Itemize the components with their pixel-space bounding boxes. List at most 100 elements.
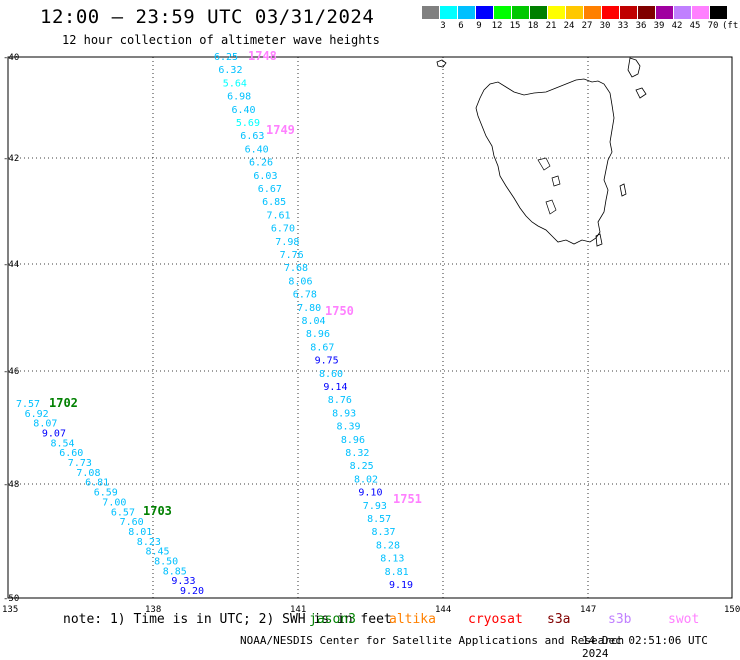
map-title: 12:00 – 23:59 UTC 03/31/2024 <box>40 6 375 28</box>
map-frame <box>7 56 733 599</box>
wave-height-value: 8.81 <box>385 567 409 578</box>
legend-swatch <box>674 6 691 19</box>
legend-swatch <box>530 6 547 19</box>
legend-swatch <box>638 6 655 19</box>
wave-height-value: 7.61 <box>267 210 291 221</box>
wave-height-value: 8.01 <box>128 527 152 538</box>
wave-height-value: 8.39 <box>337 422 361 433</box>
wave-height-value: 8.93 <box>332 408 356 419</box>
wave-height-value: 8.85 <box>163 566 187 577</box>
graticule-grid <box>8 57 732 598</box>
wave-height-value: 8.28 <box>376 540 400 551</box>
tasmania-coastline <box>475 78 615 245</box>
wave-height-value: 8.06 <box>288 276 312 287</box>
wave-height-value: 6.81 <box>85 478 109 489</box>
satellite-name: altika <box>389 612 436 627</box>
legend-label: 24 <box>563 21 575 31</box>
wave-height-value: 6.57 <box>111 507 135 518</box>
wave-height-value: 7.57 <box>16 399 40 410</box>
footer-credit: NOAA/NESDIS Center for Satellite Applica… <box>240 634 625 647</box>
legend-label: 33 <box>617 21 629 31</box>
track-id-label: 1750 <box>325 304 354 318</box>
wave-height-value: 8.37 <box>372 527 396 538</box>
wave-height-value: 8.02 <box>354 474 378 485</box>
latitude-label: -44 <box>3 260 19 270</box>
wave-height-value: 6.40 <box>232 105 256 116</box>
legend-label: 70 <box>707 21 719 31</box>
wave-height-value: 5.64 <box>223 78 247 89</box>
wave-height-value: 8.13 <box>380 554 404 565</box>
longitude-label: 138 <box>145 605 161 615</box>
legend-swatch <box>476 6 493 19</box>
wave-height-value: 6.26 <box>249 158 273 169</box>
footnote: note: 1) Time is in UTC; 2) SWH is in fe… <box>63 612 392 627</box>
legend-swatch <box>422 6 439 19</box>
track-id-label: 1702 <box>49 396 78 410</box>
wave-height-value: 7.60 <box>120 517 144 528</box>
wave-height-value: 7.73 <box>68 458 92 469</box>
wave-height-value: 6.03 <box>253 171 277 182</box>
bruny-island <box>595 233 603 247</box>
wave-height-value: 8.25 <box>350 461 374 472</box>
wave-height-value: 7.00 <box>102 497 126 508</box>
longitude-label: 135 <box>2 605 18 615</box>
latitude-label: -40 <box>3 53 19 63</box>
latitude-label: -46 <box>3 367 19 377</box>
legend-swatch <box>512 6 529 19</box>
wave-height-value: 8.50 <box>154 557 178 568</box>
wave-height-value: 6.40 <box>245 144 269 155</box>
legend-label: 3 <box>440 21 446 31</box>
legend-swatch <box>494 6 511 19</box>
wave-height-value: 6.67 <box>258 184 282 195</box>
wave-height-value: 8.60 <box>319 369 343 380</box>
satellite-name: swot <box>668 612 700 627</box>
wave-height-value: 9.07 <box>42 429 66 440</box>
longitude-label: 150 <box>724 605 740 615</box>
legend-swatch <box>692 6 709 19</box>
wave-height-value: 7.93 <box>363 501 387 512</box>
track-id-label: 1748 <box>248 49 277 63</box>
legend-label: 15 <box>509 21 521 31</box>
legend-label: 6 <box>458 21 464 31</box>
wave-height-value: 7.98 <box>275 237 299 248</box>
wave-height-value: 9.20 <box>180 586 204 597</box>
track-id-label: 1703 <box>143 504 172 518</box>
legend-label: 12 <box>491 21 503 31</box>
legend-swatch <box>584 6 601 19</box>
wave-height-value: 6.60 <box>59 448 83 459</box>
longitude-label: 147 <box>580 605 596 615</box>
legend-label: (ft) <box>722 21 740 31</box>
wave-height-value: 6.59 <box>94 488 118 499</box>
central-lakes <box>537 157 561 215</box>
wave-height-value: 9.19 <box>389 580 413 591</box>
legend-label: 21 <box>545 21 557 31</box>
legend-label: 30 <box>599 21 611 31</box>
wave-height-value: 6.63 <box>240 131 264 142</box>
wave-height-value: 8.67 <box>310 342 334 353</box>
latitude-label: -50 <box>3 594 19 604</box>
wave-height-value: 8.76 <box>328 395 352 406</box>
wave-height-value: 7.76 <box>280 250 304 261</box>
legend-label: 18 <box>527 21 539 31</box>
wave-height-value: 8.96 <box>306 329 330 340</box>
cape-barren-island <box>635 87 647 99</box>
legend-swatch <box>440 6 457 19</box>
legend-swatch <box>602 6 619 19</box>
wave-height-value: 9.75 <box>315 356 339 367</box>
wave-height-value: 9.10 <box>358 488 382 499</box>
track-id-label: 1749 <box>266 123 295 137</box>
legend-label: 39 <box>653 21 665 31</box>
satellite-name: s3b <box>608 612 632 627</box>
wave-height-value: 7.80 <box>297 303 321 314</box>
wave-height-value: 6.78 <box>293 290 317 301</box>
map-subtitle: 12 hour collection of altimeter wave hei… <box>62 33 380 47</box>
legend-swatch <box>710 6 727 19</box>
longitude-label: 141 <box>290 605 306 615</box>
wave-height-value: 7.08 <box>76 468 100 479</box>
wave-height-value: 6.32 <box>218 65 242 76</box>
legend-label: 42 <box>671 21 683 31</box>
wave-height-value: 6.25 <box>214 52 238 63</box>
wave-height-value: 6.98 <box>227 92 251 103</box>
wave-height-value: 8.54 <box>51 438 75 449</box>
